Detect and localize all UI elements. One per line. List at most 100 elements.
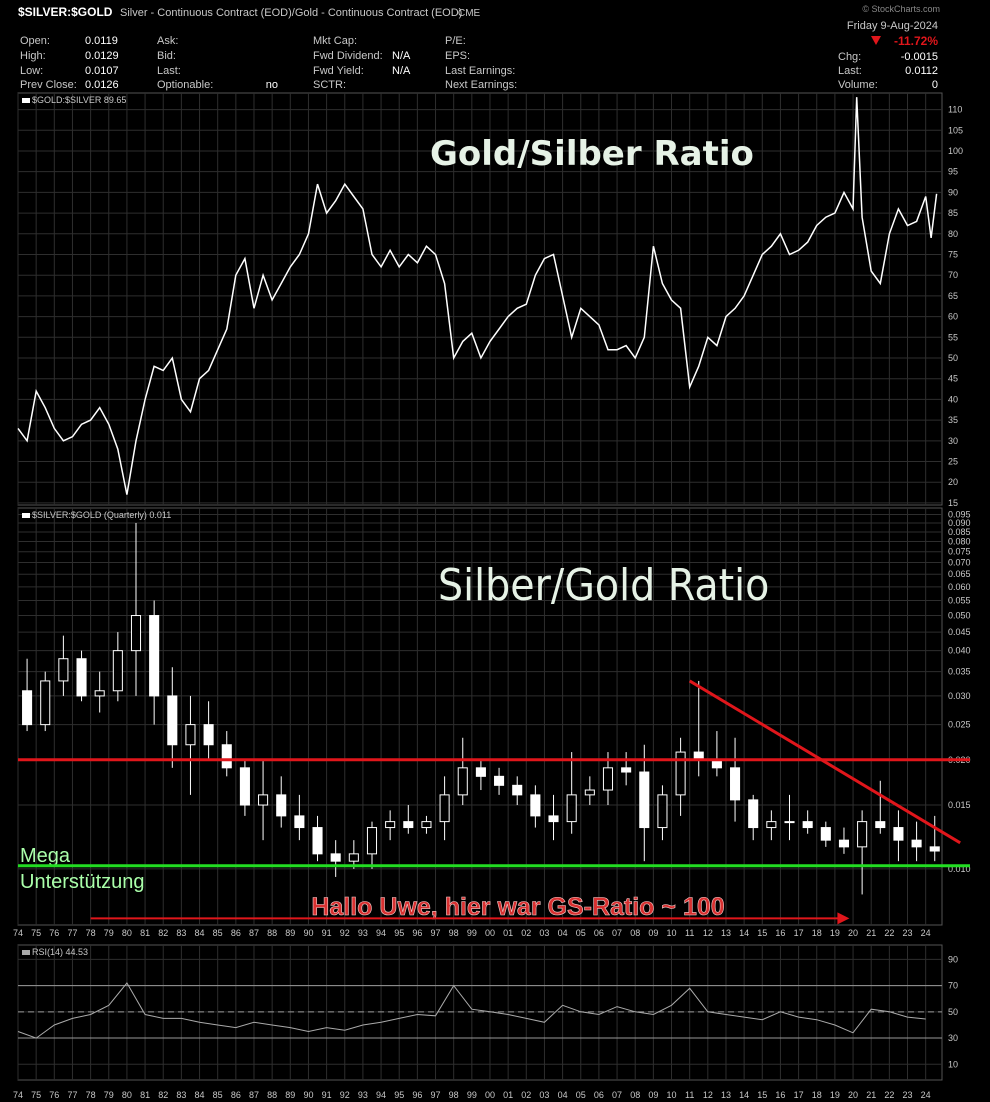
x-tick-label: 23	[903, 928, 913, 938]
y-tick-label: 90	[948, 187, 958, 197]
x-tick-label: 03	[539, 928, 549, 938]
x-tick-label: 18	[812, 1090, 822, 1100]
field-label: Last:	[157, 65, 181, 77]
copyright: © StockCharts.com	[862, 4, 940, 14]
x-tick-label: 79	[104, 1090, 114, 1100]
x-tick-label: 75	[31, 928, 41, 938]
y-tick-label: 0.040	[948, 646, 971, 656]
x-tick-label: 84	[195, 928, 205, 938]
x-tick-label: 16	[775, 928, 785, 938]
x-tick-label: 88	[267, 928, 277, 938]
y-tick-label: 0.060	[948, 582, 971, 592]
x-tick-label: 94	[376, 928, 386, 938]
y-tick-label: 0.055	[948, 596, 971, 606]
x-tick-label: 99	[467, 1090, 477, 1100]
candle-body	[58, 658, 69, 682]
x-tick-label: 07	[612, 1090, 622, 1100]
candle-body	[802, 821, 813, 829]
x-tick-label: 92	[340, 1090, 350, 1100]
x-tick-label: 21	[866, 928, 876, 938]
field-label: Low:	[20, 65, 43, 77]
x-tick-label: 13	[721, 1090, 731, 1100]
x-tick-label: 20	[848, 1090, 858, 1100]
x-tick-label: 97	[431, 928, 441, 938]
x-tick-label: 24	[921, 1090, 931, 1100]
panel-frame	[17, 944, 943, 1081]
x-tick-label: 86	[231, 928, 241, 938]
y-tick-label: 105	[948, 125, 963, 135]
x-tick-label: 89	[285, 1090, 295, 1100]
candle-body	[784, 821, 795, 824]
y-tick-label: 0.085	[948, 527, 971, 537]
candle-body	[929, 846, 940, 852]
x-tick-label: 95	[394, 928, 404, 938]
x-tick-label: 82	[158, 1090, 168, 1100]
y-tick-label: 65	[948, 291, 958, 301]
x-tick-label: 85	[213, 1090, 223, 1100]
arrow-head	[837, 912, 850, 925]
candle-body	[766, 821, 777, 829]
x-tick-label: 06	[594, 928, 604, 938]
y-tick-label: 60	[948, 312, 958, 322]
candle-body	[911, 839, 922, 848]
x-tick-label: 15	[757, 928, 767, 938]
field-label: EPS:	[445, 50, 470, 62]
y-tick-label: 0.090	[948, 518, 971, 528]
field-value: N/A	[392, 50, 411, 62]
x-tick-label: 87	[249, 928, 259, 938]
candle-body	[657, 794, 668, 829]
x-tick-label: 74	[13, 928, 23, 938]
y-tick-label: 0.065	[948, 569, 971, 579]
candle-body	[94, 690, 105, 697]
x-tick-label: 10	[667, 928, 677, 938]
x-tick-label: 77	[67, 1090, 77, 1100]
x-tick-label: 02	[521, 928, 531, 938]
candle-body	[330, 853, 341, 862]
x-tick-label: 05	[576, 928, 586, 938]
x-tick-label: 09	[648, 928, 658, 938]
candle-body	[403, 821, 414, 829]
y-tick-label: 0.015	[948, 800, 971, 810]
candle-body	[838, 839, 850, 848]
y-tick-label: 80	[948, 229, 958, 239]
candle-body	[530, 794, 541, 817]
y-tick-label: 25	[948, 457, 958, 467]
x-tick-label: 99	[467, 928, 477, 938]
x-tick-label: 85	[213, 928, 223, 938]
x-tick-label: 15	[757, 1090, 767, 1100]
candle-body	[22, 690, 33, 726]
candle-body	[820, 827, 831, 841]
y-tick-label: 70	[948, 981, 958, 991]
candle-body	[385, 821, 396, 829]
date: Friday 9-Aug-2024	[847, 20, 938, 32]
x-tick-label: 93	[358, 1090, 368, 1100]
x-tick-label: 90	[303, 1090, 313, 1100]
candle-body	[276, 794, 287, 817]
field-label: Prev Close:	[20, 79, 77, 91]
y-tick-label: 0.075	[948, 547, 971, 557]
candle-body	[312, 827, 323, 855]
x-tick-label: 14	[739, 928, 749, 938]
annotation-title: Silber/Gold Ratio	[438, 560, 769, 611]
y-tick-label: 0.025	[948, 720, 971, 730]
annotation: Mega	[20, 845, 71, 867]
y-tick-label: 0.070	[948, 558, 971, 568]
y-tick-label: 0.050	[948, 611, 971, 621]
x-tick-label: 16	[775, 1090, 785, 1100]
candle-body	[130, 615, 142, 652]
legend-swatch	[22, 950, 30, 955]
candle-body	[857, 821, 868, 848]
candle-body	[112, 650, 123, 692]
y-tick-label: 85	[948, 208, 958, 218]
field-label: Open:	[20, 35, 50, 47]
y-tick-label: 90	[948, 954, 958, 964]
field-value: N/A	[392, 65, 411, 77]
y-tick-label: 70	[948, 270, 958, 280]
x-tick-label: 74	[13, 1090, 23, 1100]
candle-body	[185, 724, 196, 746]
x-tick-label: 86	[231, 1090, 241, 1100]
x-tick-label: 94	[376, 1090, 386, 1100]
candle-body	[40, 680, 51, 726]
candle-body	[512, 784, 523, 796]
